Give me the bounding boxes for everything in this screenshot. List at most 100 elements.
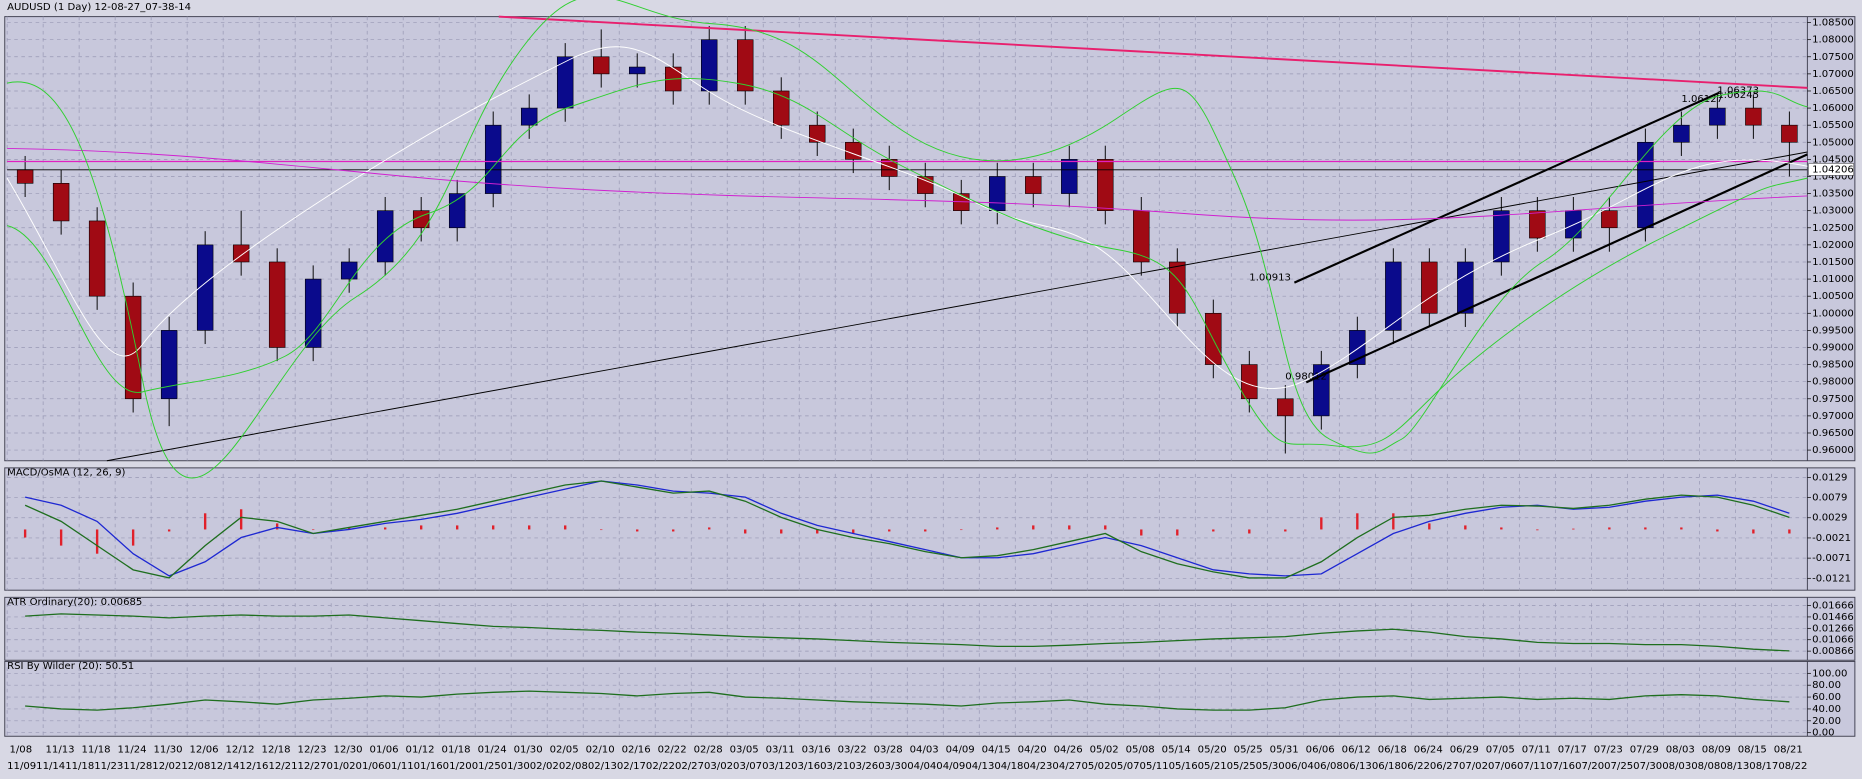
x-tick-label: 03/28 [874,744,903,755]
y-tick-label: 1.06000 [1812,103,1854,114]
histogram-bar [1572,528,1575,530]
y-tick-label: -0.0021 [1812,533,1851,544]
channel-line [1293,91,1720,284]
x-tick-label: 05/25 [1227,761,1256,772]
y-tick-label: 1.03500 [1812,189,1854,200]
y-tick-label: 0.98000 [1812,377,1854,388]
histogram-bar [528,525,531,530]
x-tick-label: 08/22 [1778,761,1807,772]
y-tick-label: 1.05500 [1812,120,1854,131]
x-tick-label: 03/30 [878,761,907,772]
x-tick-label: 11/18 [65,761,94,772]
candle-body [1745,107,1762,126]
x-tick-label: 02/22 [646,761,675,772]
x-tick-label: 12/12 [226,744,255,755]
y-tick-label: 0.96500 [1812,428,1854,439]
panel-background [4,16,1856,462]
histogram-bar [383,527,387,530]
y-tick-label: 0.01666 [1812,601,1854,612]
x-tick-label: 11/09 [7,761,36,772]
x-tick-label: 12/18 [262,744,291,755]
histogram-bar [1176,529,1179,536]
histogram-bar [960,529,963,531]
annotation: 1.06245 [1717,90,1759,101]
candle-body [484,124,502,194]
x-tick-label: 06/13 [1343,761,1372,772]
histogram-bar [419,525,423,530]
candle-body [340,261,358,280]
annotation: 1.06373 [1717,86,1759,97]
candle-body [52,183,70,222]
x-tick-label: 12/08 [181,761,210,772]
histogram-bar [1392,513,1395,530]
y-tick-label: 0.00 [1812,728,1834,739]
panel: ATR Ordinary(20): 0.00685 0.016660.014660… [4,596,1856,661]
candle-body [989,176,1006,211]
y-tick-label: 1.08500 [1812,18,1854,29]
x-tick-label: 08/03 [1666,744,1695,755]
x-tick-label: 05/31 [1270,744,1299,755]
y-tick-label: 1.07000 [1812,69,1854,80]
moving-average [7,147,1808,221]
panels: AUDUSD (1 Day) 12-08-27_07-38-14 0.96000 0… [4,2,1856,739]
x-tick-label: 11/23 [94,761,123,772]
x-tick-label: 07/11 [1517,761,1546,772]
y-tick-label: -0.0071 [1812,553,1851,564]
x-tick-label: 08/13 [1720,761,1749,772]
histogram-bar [996,527,999,530]
y-tick-label: 1.05000 [1812,137,1854,148]
candle-body [1709,107,1726,126]
candle-body [737,39,754,92]
y-tick-label: 0.98500 [1812,360,1854,371]
histogram-bar [672,529,675,532]
x-tick-label: 06/24 [1414,744,1443,755]
x-tick-label: 03/11 [766,744,795,755]
y-tick-label: 1.02500 [1812,223,1854,234]
x-tick-label: 12/30 [334,744,363,755]
x-tick-label: 07/29 [1630,744,1659,755]
y-tick-label: 0.0029 [1812,513,1847,524]
x-tick-label: 03/07 [733,761,762,772]
candle-body [520,107,538,126]
y-tick-label: 1.03000 [1812,206,1854,217]
y-tick-label: 40.00 [1812,704,1841,715]
histogram-bar [456,525,459,530]
candle-body [304,278,322,348]
x-tick-label: 01/16 [414,761,443,772]
y-tick-label: 0.0079 [1812,493,1847,504]
x-tick-label: 12/06 [190,744,219,755]
x-tick-label: 04/20 [1018,744,1047,755]
x-tick-label: 04/23 [1023,761,1052,772]
histogram-bar [636,529,639,532]
x-tick-label: 08/09 [1702,744,1731,755]
x-tick-label: 03/12 [762,761,791,772]
histogram-bar [1428,523,1431,530]
trend-line [106,151,1808,462]
x-tick-label: 07/06 [1488,761,1517,772]
histogram-bar [1716,529,1719,532]
x-tick-label: 05/02 [1081,761,1110,772]
x-tick-label: 02/10 [586,744,615,755]
x-tick-label: 01/02 [327,761,356,772]
histogram-bar [1464,525,1467,530]
y-tick-label: 0.97500 [1812,394,1854,405]
x-tick-label: 05/21 [1198,761,1227,772]
x-tick-label: 03/05 [730,744,759,755]
candle-body [628,66,646,75]
histogram-bar [1104,525,1107,530]
histogram-bar [888,529,891,532]
x-tick-label: 07/02 [1459,761,1488,772]
histogram-bar [131,529,135,546]
y-tick-label: 1.00000 [1812,308,1854,319]
annotation: 0.98012 [1285,372,1327,383]
annotation: 1.00913 [1249,272,1291,283]
x-tick-label: 06/04 [1285,761,1314,772]
x-tick-label: 02/16 [622,744,651,755]
candle-body [1457,261,1474,314]
candle-body [1169,261,1186,314]
histogram-bar [23,529,27,538]
x-tick-label: 08/15 [1738,744,1767,755]
histogram-bar [311,529,315,531]
x-tick-label: 01/12 [406,744,435,755]
x-tick-label: 06/22 [1401,761,1430,772]
